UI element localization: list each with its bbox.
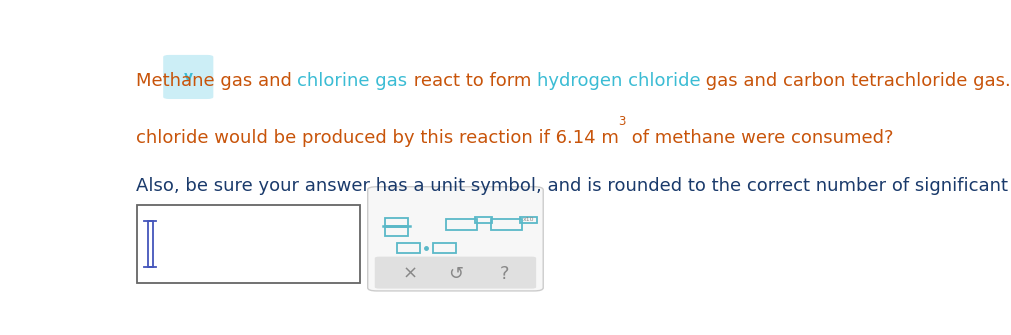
Text: chlorine gas: chlorine gas: [297, 72, 407, 90]
FancyBboxPatch shape: [148, 221, 153, 267]
Text: v: v: [184, 70, 193, 84]
FancyBboxPatch shape: [136, 205, 360, 283]
Text: Methane gas and: Methane gas and: [135, 72, 297, 90]
Text: Also, be sure your answer has a unit symbol, and is rounded to the correct numbe: Also, be sure your answer has a unit sym…: [135, 177, 1011, 195]
Text: chloride would be produced by this reaction if 6.14 m: chloride would be produced by this react…: [135, 129, 619, 147]
FancyBboxPatch shape: [368, 187, 543, 291]
Text: of methane were consumed?: of methane were consumed?: [626, 129, 894, 147]
Text: gas and carbon tetrachloride gas. What volume of hydrogen: gas and carbon tetrachloride gas. What v…: [701, 72, 1011, 90]
Text: ?: ?: [499, 265, 509, 283]
Text: 3: 3: [619, 115, 626, 128]
Text: x10: x10: [523, 217, 534, 222]
Text: ×: ×: [402, 265, 418, 283]
Text: hydrogen chloride: hydrogen chloride: [537, 72, 701, 90]
Text: ↺: ↺: [448, 265, 463, 283]
FancyBboxPatch shape: [375, 257, 536, 289]
Text: react to form: react to form: [407, 72, 537, 90]
FancyBboxPatch shape: [163, 55, 213, 99]
